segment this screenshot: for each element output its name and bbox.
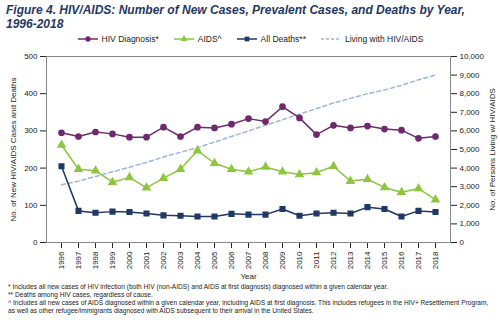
- html-text:Living with HIV/AIDS: Living with HIV/AIDS: [345, 34, 424, 44]
- svg-text:2012: 2012: [329, 251, 338, 269]
- html-text:AIDS^: AIDS^: [197, 34, 222, 44]
- svg-text:No. of New HIV/AIDS Cases and: No. of New HIV/AIDS Cases and Deaths: [9, 77, 18, 221]
- svg-text:2007: 2007: [244, 251, 253, 269]
- svg-text:500: 500: [24, 52, 38, 61]
- svg-text:2011: 2011: [312, 251, 321, 269]
- svg-text:7,000: 7,000: [460, 108, 481, 117]
- svg-text:2010: 2010: [295, 251, 304, 269]
- svg-text:1999: 1999: [108, 251, 117, 269]
- svg-text:2018: 2018: [431, 251, 440, 269]
- html-text:* Includes all new cases of HI: * Includes all new cases of HIV infectio…: [8, 283, 389, 290]
- svg-text:2005: 2005: [210, 251, 219, 269]
- svg-text:4,000: 4,000: [460, 164, 481, 173]
- svg-text:2001: 2001: [142, 251, 151, 269]
- svg-text:1997: 1997: [74, 251, 83, 269]
- svg-text:2008: 2008: [261, 251, 270, 269]
- svg-text:100: 100: [24, 201, 38, 210]
- svg-text:No. of Persons Living w/ HIV/A: No. of Persons Living w/ HIV/AIDS: [488, 88, 497, 211]
- svg-text:2015: 2015: [380, 251, 389, 269]
- svg-text:400: 400: [24, 89, 38, 98]
- svg-text:2016: 2016: [397, 251, 406, 269]
- html-text:HIV Diagnosis*: HIV Diagnosis*: [101, 34, 159, 44]
- svg-text:1,000: 1,000: [460, 219, 481, 228]
- svg-text:1996: 1996: [57, 251, 66, 269]
- html-text:All Deaths**: All Deaths**: [260, 34, 306, 44]
- svg-text:2,000: 2,000: [460, 201, 481, 210]
- svg-text:300: 300: [24, 126, 38, 135]
- svg-text:Year: Year: [240, 272, 257, 281]
- svg-text:3,000: 3,000: [460, 182, 481, 191]
- svg-text:2004: 2004: [193, 251, 202, 269]
- svg-text:10,000: 10,000: [460, 52, 485, 61]
- svg-text:2003: 2003: [176, 251, 185, 269]
- svg-text:5,000: 5,000: [460, 145, 481, 154]
- svg-text:0: 0: [33, 238, 38, 247]
- svg-text:8,000: 8,000: [460, 89, 481, 98]
- html-text:Figure 4. HIV/AIDS: Number of: Figure 4. HIV/AIDS: Number of New Cases,…: [6, 3, 465, 31]
- svg-text:2013: 2013: [346, 251, 355, 269]
- svg-text:9,000: 9,000: [460, 71, 481, 80]
- svg-text:2014: 2014: [363, 251, 372, 269]
- svg-text:6,000: 6,000: [460, 126, 481, 135]
- html-text:^ Includes all new cases of AI: ^ Includes all new cases of AIDS diagnos…: [8, 299, 489, 314]
- svg-text:2006: 2006: [227, 251, 236, 269]
- svg-text:200: 200: [24, 164, 38, 173]
- svg-text:0: 0: [460, 238, 465, 247]
- svg-text:2000: 2000: [125, 251, 134, 269]
- svg-text:2009: 2009: [278, 251, 287, 269]
- svg-text:2017: 2017: [414, 251, 423, 269]
- svg-text:1998: 1998: [91, 251, 100, 269]
- html-text:** Deaths among HIV cases, reg: ** Deaths among HIV cases, regardless of…: [8, 291, 153, 298]
- svg-text:2002: 2002: [159, 251, 168, 269]
